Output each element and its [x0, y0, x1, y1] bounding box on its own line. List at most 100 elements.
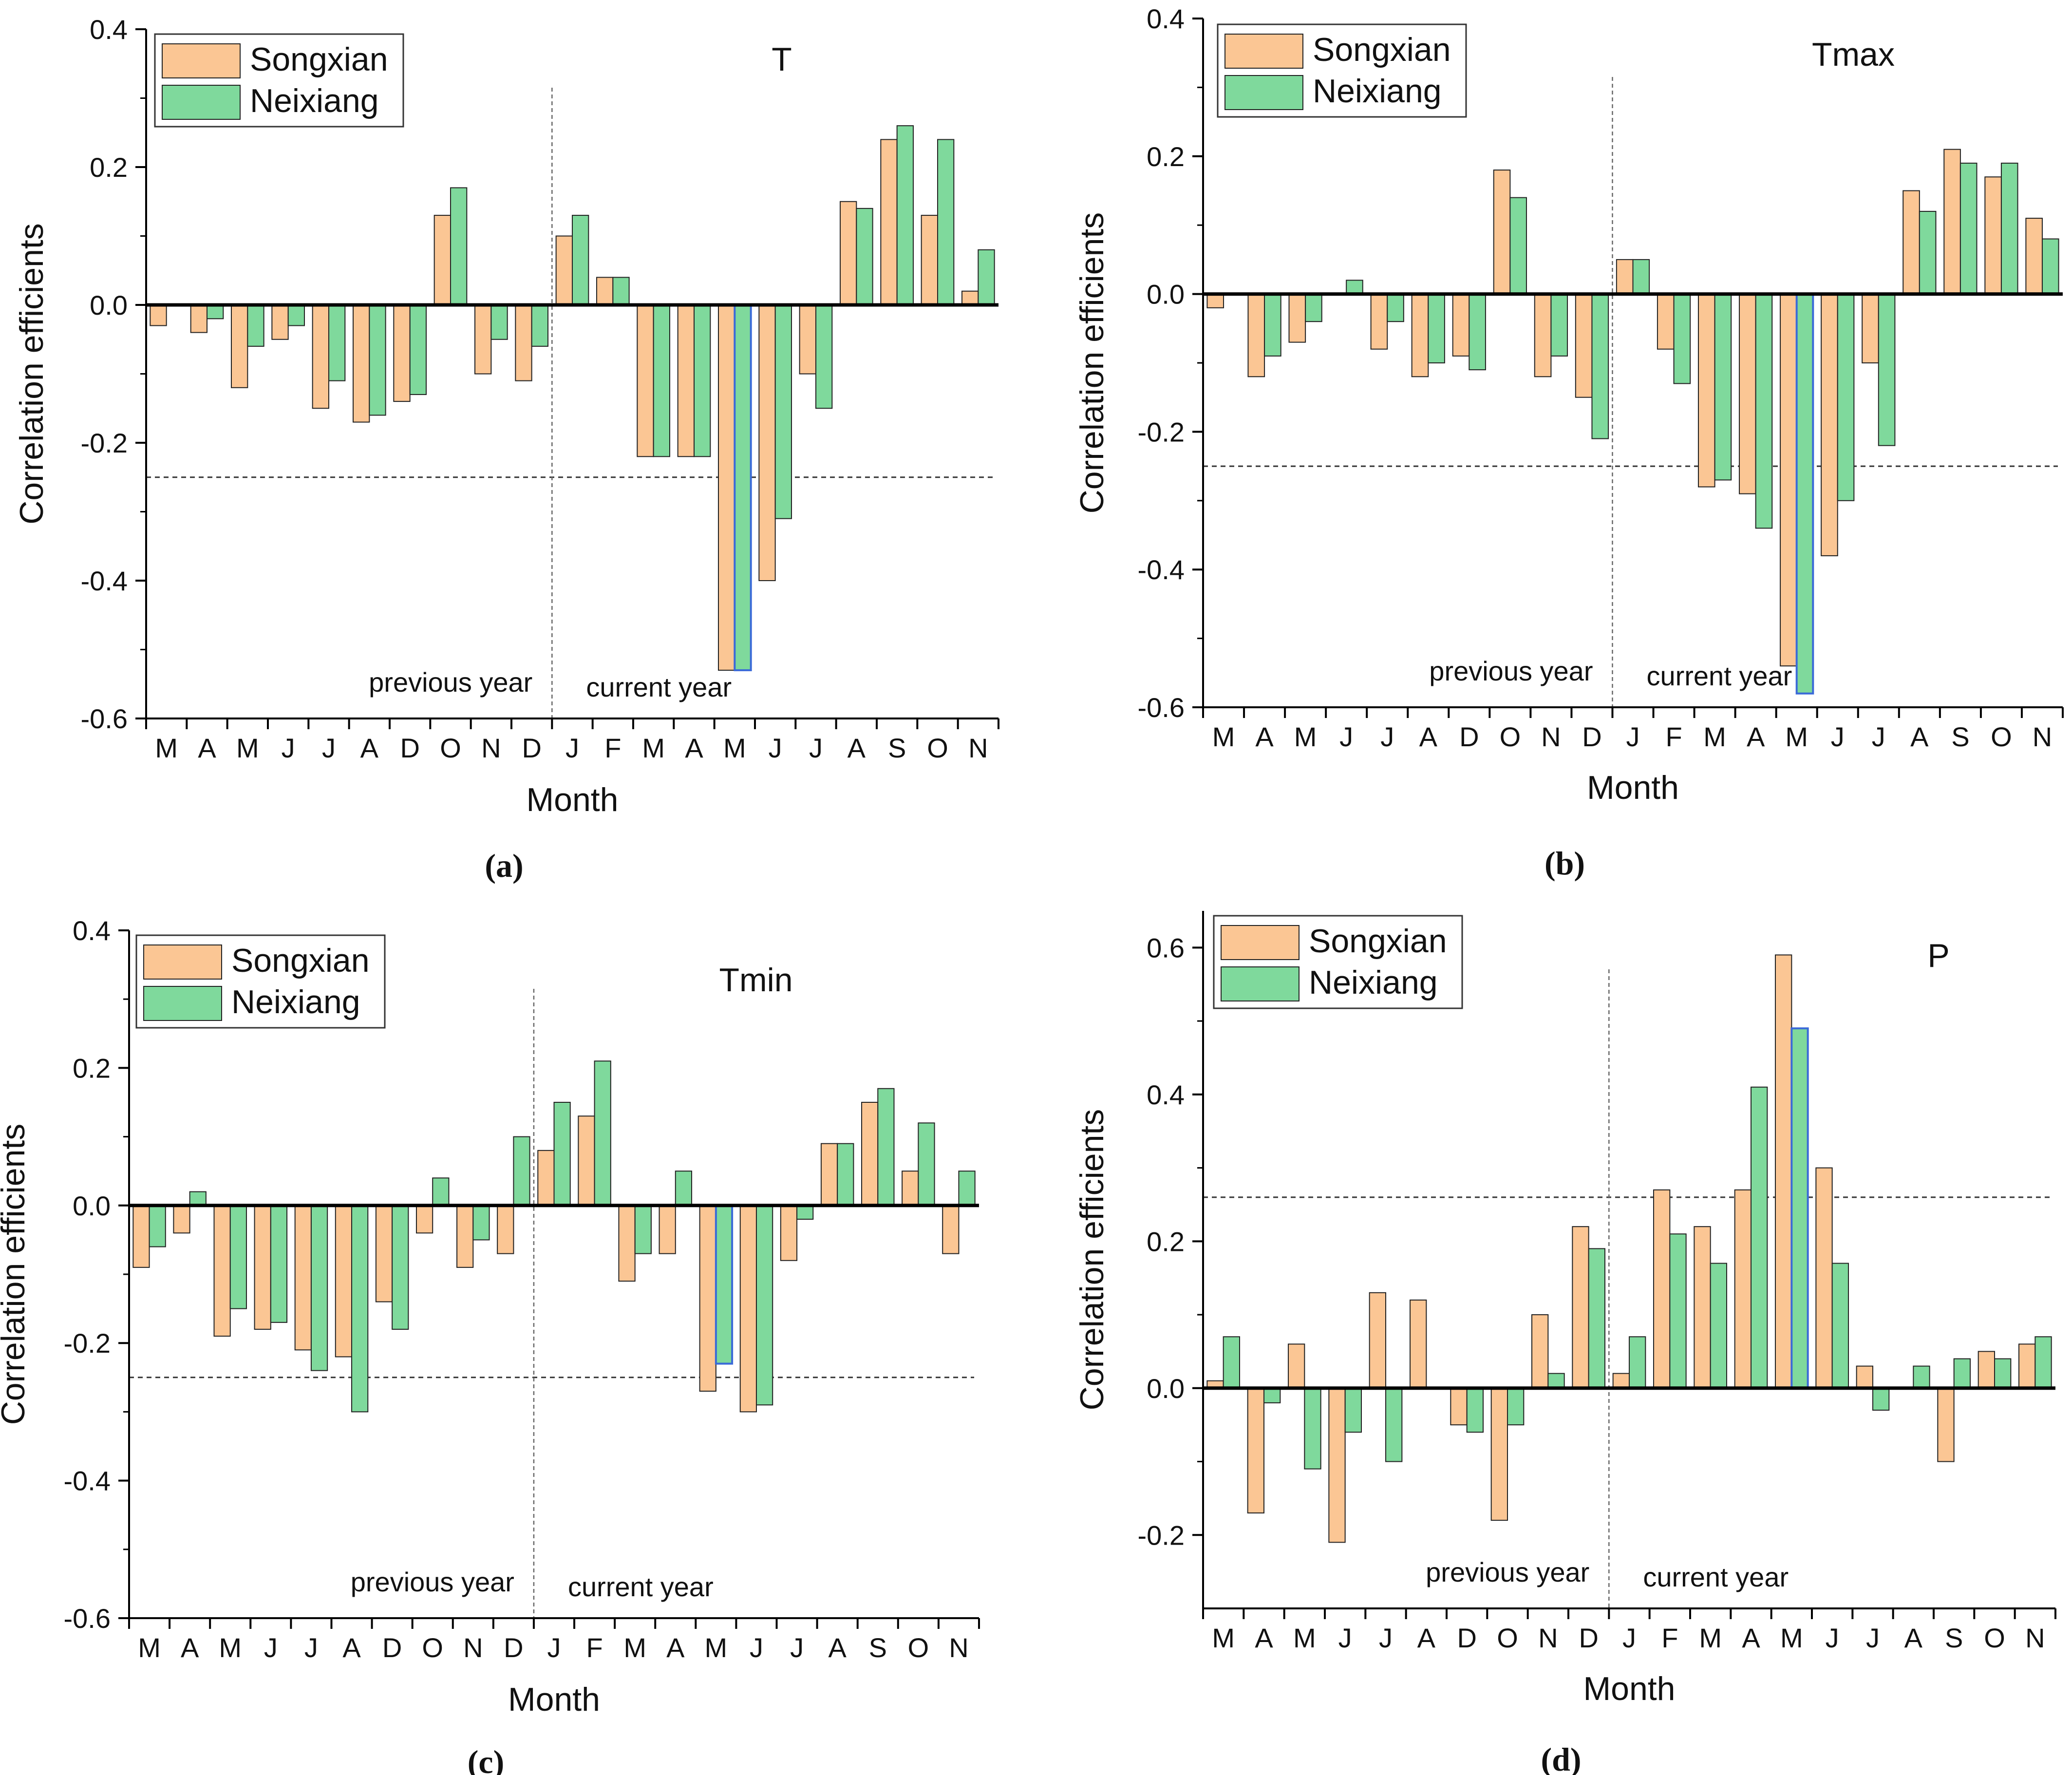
bar-neixiang-10 — [572, 215, 589, 305]
bar-songxian-10 — [537, 1150, 555, 1206]
bar-neixiang-13 — [694, 304, 711, 457]
bar-songxian-7 — [415, 1205, 433, 1234]
bar-neixiang-3 — [270, 1205, 288, 1323]
y-axis-title: Correlation efficients — [1074, 1109, 1111, 1411]
bar-songxian-1 — [1247, 1387, 1265, 1514]
bar-songxian-9 — [515, 304, 532, 381]
bar-neixiang-8 — [1547, 1373, 1565, 1389]
x-tick-label: J — [1338, 1623, 1352, 1653]
bar-songxian-3 — [271, 304, 289, 340]
chart-panel-b: 0.40.20.0-0.2-0.4-0.6M A M J J A D O N D J F M A M J J A S… — [1074, 3, 2064, 882]
bar-neixiang-5 — [369, 304, 386, 416]
bar-neixiang-14 — [734, 304, 752, 671]
x-tick-label: M — [1212, 1623, 1235, 1653]
y-tick-label: 0.4 — [73, 915, 111, 946]
legend-swatch-songxian — [162, 43, 241, 78]
annotation-current-year: current year — [586, 672, 732, 702]
bar-songxian-5 — [1410, 1299, 1427, 1389]
x-tick-label: N — [1541, 721, 1561, 752]
x-tick-label: M — [705, 1632, 728, 1663]
bar-songxian-6 — [1450, 1387, 1468, 1426]
bar-songxian-11 — [1653, 1189, 1671, 1389]
legend-label-songxian: Songxian — [1313, 31, 1451, 68]
bar-songxian-7 — [1493, 170, 1511, 295]
chart-title: Tmin — [719, 962, 792, 999]
bar-songxian-8 — [474, 304, 492, 375]
x-tick-label: M — [219, 1632, 242, 1663]
x-tick-label: J — [282, 733, 295, 763]
bar-songxian-13 — [1739, 293, 1756, 494]
chart-title: P — [1927, 937, 1949, 974]
x-tick-label: S — [1951, 721, 1969, 752]
legend-label-songxian: Songxian — [1309, 923, 1447, 960]
annotation-current-year: current year — [1643, 1562, 1789, 1592]
x-tick-label: M — [623, 1632, 646, 1663]
panel-label: (d) — [1541, 1741, 1581, 1775]
y-tick-label: -0.2 — [64, 1328, 111, 1359]
bar-songxian-17 — [840, 201, 857, 305]
bar-neixiang-3 — [1344, 1387, 1362, 1433]
bar-neixiang-1 — [189, 1191, 207, 1206]
x-tick-label: A — [685, 733, 703, 763]
x-tick-label: F — [586, 1632, 603, 1663]
bar-neixiang-17 — [856, 208, 873, 305]
x-tick-label: M — [1703, 721, 1726, 752]
bar-songxian-8 — [1534, 293, 1552, 378]
bar-neixiang-12 — [1714, 293, 1732, 481]
bar-neixiang-3 — [287, 304, 305, 326]
x-tick-label: N — [949, 1632, 968, 1663]
bar-neixiang-6 — [1466, 1387, 1484, 1433]
x-tick-label: A — [198, 733, 216, 763]
bar-songxian-1 — [1247, 293, 1265, 378]
legend: Songxian Neixiang — [154, 33, 404, 128]
bar-neixiang-13 — [675, 1171, 693, 1206]
x-tick-label: O — [908, 1632, 929, 1663]
bar-songxian-16 — [1862, 293, 1879, 363]
bar-songxian-4 — [312, 304, 330, 409]
bar-songxian-3 — [1328, 1387, 1346, 1543]
x-tick-label: M — [1785, 721, 1808, 752]
annotation-previous-year: previous year — [369, 667, 532, 698]
bar-neixiang-17 — [1913, 1365, 1930, 1389]
bar-songxian-9 — [1575, 293, 1593, 398]
bar-songxian-1 — [190, 304, 207, 333]
x-tick-label: M — [1212, 721, 1235, 752]
x-tick-label: O — [1984, 1623, 2005, 1653]
legend-swatch-songxian — [143, 944, 222, 980]
bar-songxian-9 — [1572, 1226, 1589, 1389]
y-axis-title: Correlation efficients — [0, 1124, 32, 1425]
x-tick-label: J — [769, 733, 782, 763]
legend: Songxian Neixiang — [1217, 23, 1467, 118]
bar-songxian-2 — [1288, 293, 1306, 343]
annotation-previous-year: previous year — [1429, 656, 1593, 686]
bar-neixiang-2 — [229, 1205, 247, 1309]
x-tick-label: A — [848, 733, 866, 763]
bar-songxian-10 — [1612, 1373, 1630, 1389]
chart-title: T — [772, 41, 792, 78]
x-tick-label: N — [2033, 721, 2052, 752]
annotation-current-year: current year — [568, 1571, 714, 1602]
bar-neixiang-4 — [328, 304, 346, 381]
bar-neixiang-19 — [1994, 1358, 2012, 1389]
x-tick-label: M — [642, 733, 665, 763]
y-tick-label: 0.0 — [1147, 279, 1185, 310]
bar-neixiang-18 — [896, 125, 914, 305]
bar-neixiang-16 — [1872, 1387, 1890, 1411]
bar-neixiang-18 — [877, 1088, 895, 1206]
legend-swatch-songxian — [1224, 34, 1303, 69]
bar-songxian-13 — [677, 304, 695, 457]
y-tick-label: 0.0 — [90, 290, 128, 321]
bar-neixiang-4 — [1387, 293, 1404, 322]
legend: Songxian Neixiang — [1213, 915, 1463, 1009]
y-tick-label: 0.2 — [73, 1053, 111, 1083]
bar-songxian-12 — [618, 1205, 636, 1282]
x-tick-label: D — [504, 1632, 523, 1663]
x-tick-label: M — [1293, 1623, 1316, 1653]
bar-neixiang-9 — [1591, 293, 1609, 439]
bar-songxian-9 — [497, 1205, 514, 1254]
bar-neixiang-20 — [2034, 1336, 2052, 1389]
panel-label: (b) — [1545, 845, 1585, 882]
x-tick-label: J — [1826, 1623, 1839, 1653]
x-tick-label: M — [155, 733, 178, 763]
